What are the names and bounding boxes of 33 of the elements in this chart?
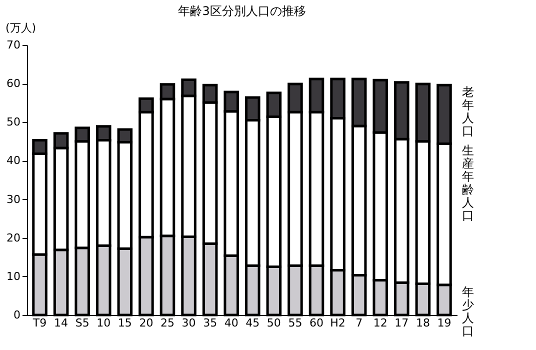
chart-title: 年齢3区分別人口の推移 <box>178 4 306 18</box>
x-tick-label: 15 <box>118 316 132 330</box>
x-tick-label: 25 <box>160 316 174 330</box>
y-tick-label: 30 <box>6 192 20 206</box>
x-tick-label: 55 <box>288 316 302 330</box>
x-tick-label: 14 <box>54 316 68 330</box>
y-axis-title: (万人) <box>6 22 36 34</box>
x-tick-label: H2 <box>330 316 346 330</box>
x-tick-label: 7 <box>356 316 363 330</box>
x-tick-label: 18 <box>416 316 430 330</box>
x-tick-label: 40 <box>224 316 238 330</box>
series-label: 生産年齢人口 <box>462 144 474 223</box>
x-tick-label: 35 <box>203 316 218 330</box>
x-tick-label: 10 <box>96 316 111 330</box>
y-tick-label: 0 <box>14 308 20 322</box>
y-tick-label: 10 <box>6 270 20 283</box>
x-tick-label: 17 <box>394 316 409 330</box>
y-tick-label: 70 <box>6 38 20 52</box>
y-tick-label: 20 <box>6 231 20 244</box>
y-tick-label: 60 <box>6 77 20 90</box>
series-label: 年少人口 <box>462 284 474 338</box>
x-tick-label: 60 <box>310 316 324 330</box>
x-tick-label: 50 <box>266 316 281 330</box>
y-tick-label: 40 <box>6 154 20 168</box>
x-tick-label: 45 <box>246 316 260 330</box>
x-tick-label: 12 <box>373 316 388 330</box>
x-tick-label: T9 <box>32 316 47 330</box>
x-tick-label: S5 <box>75 316 90 330</box>
y-tick-label: 50 <box>6 116 20 129</box>
x-tick-label: 20 <box>139 316 154 330</box>
x-tick-label: 30 <box>182 316 196 330</box>
series-label: 老年人口 <box>462 85 474 138</box>
x-tick-label: 19 <box>437 316 452 330</box>
